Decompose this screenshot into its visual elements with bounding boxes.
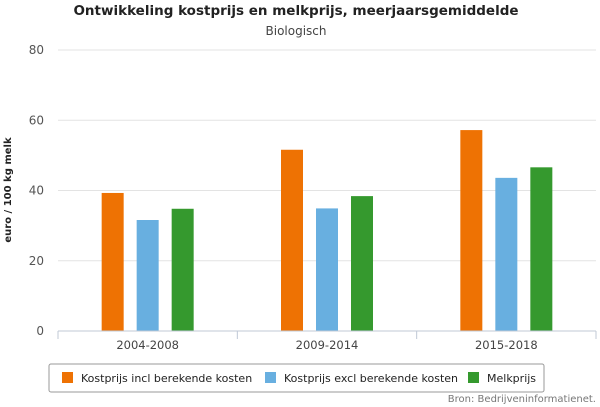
legend-label: Kostprijs incl berekende kosten xyxy=(81,372,252,385)
legend: Kostprijs incl berekende kosten Kostprijs… xyxy=(48,363,545,393)
legend-swatch xyxy=(265,372,276,383)
legend-label: Kostprijs excl berekende kosten xyxy=(284,372,458,385)
bar xyxy=(351,196,373,331)
y-tick-label: 80 xyxy=(29,43,44,57)
x-category-label: 2009-2014 xyxy=(296,338,359,352)
x-category-label: 2015-2018 xyxy=(475,338,538,352)
legend-swatch xyxy=(62,372,73,383)
y-axis-label: euro / 100 kg melk xyxy=(3,137,14,243)
bar xyxy=(316,208,338,331)
bars-layer xyxy=(101,130,553,331)
x-category-label: 2004-2008 xyxy=(116,338,179,352)
y-tick-label: 60 xyxy=(29,113,44,127)
bar xyxy=(530,167,553,331)
bar xyxy=(460,130,483,331)
bar xyxy=(136,220,159,331)
bar xyxy=(495,177,518,331)
y-tick-label: 20 xyxy=(29,254,44,268)
bar xyxy=(171,208,194,331)
bar xyxy=(101,192,124,331)
legend-swatch xyxy=(468,372,479,383)
axis-layer: 0 20 40 60 80 2004-2008 2009-2014 2015-2018 xyxy=(29,43,597,352)
y-tick-label: 40 xyxy=(29,184,44,198)
legend-label: Melkprijs xyxy=(487,372,536,385)
bar xyxy=(281,149,303,331)
chart-subtitle: Biologisch xyxy=(266,24,327,38)
source-note: Bron: Bedrijveninformatienet. xyxy=(448,394,596,405)
legend-box xyxy=(48,363,545,393)
chart-title: Ontwikkeling kostprijs en melkprijs, mee… xyxy=(73,3,518,19)
y-tick-label: 0 xyxy=(36,324,44,338)
